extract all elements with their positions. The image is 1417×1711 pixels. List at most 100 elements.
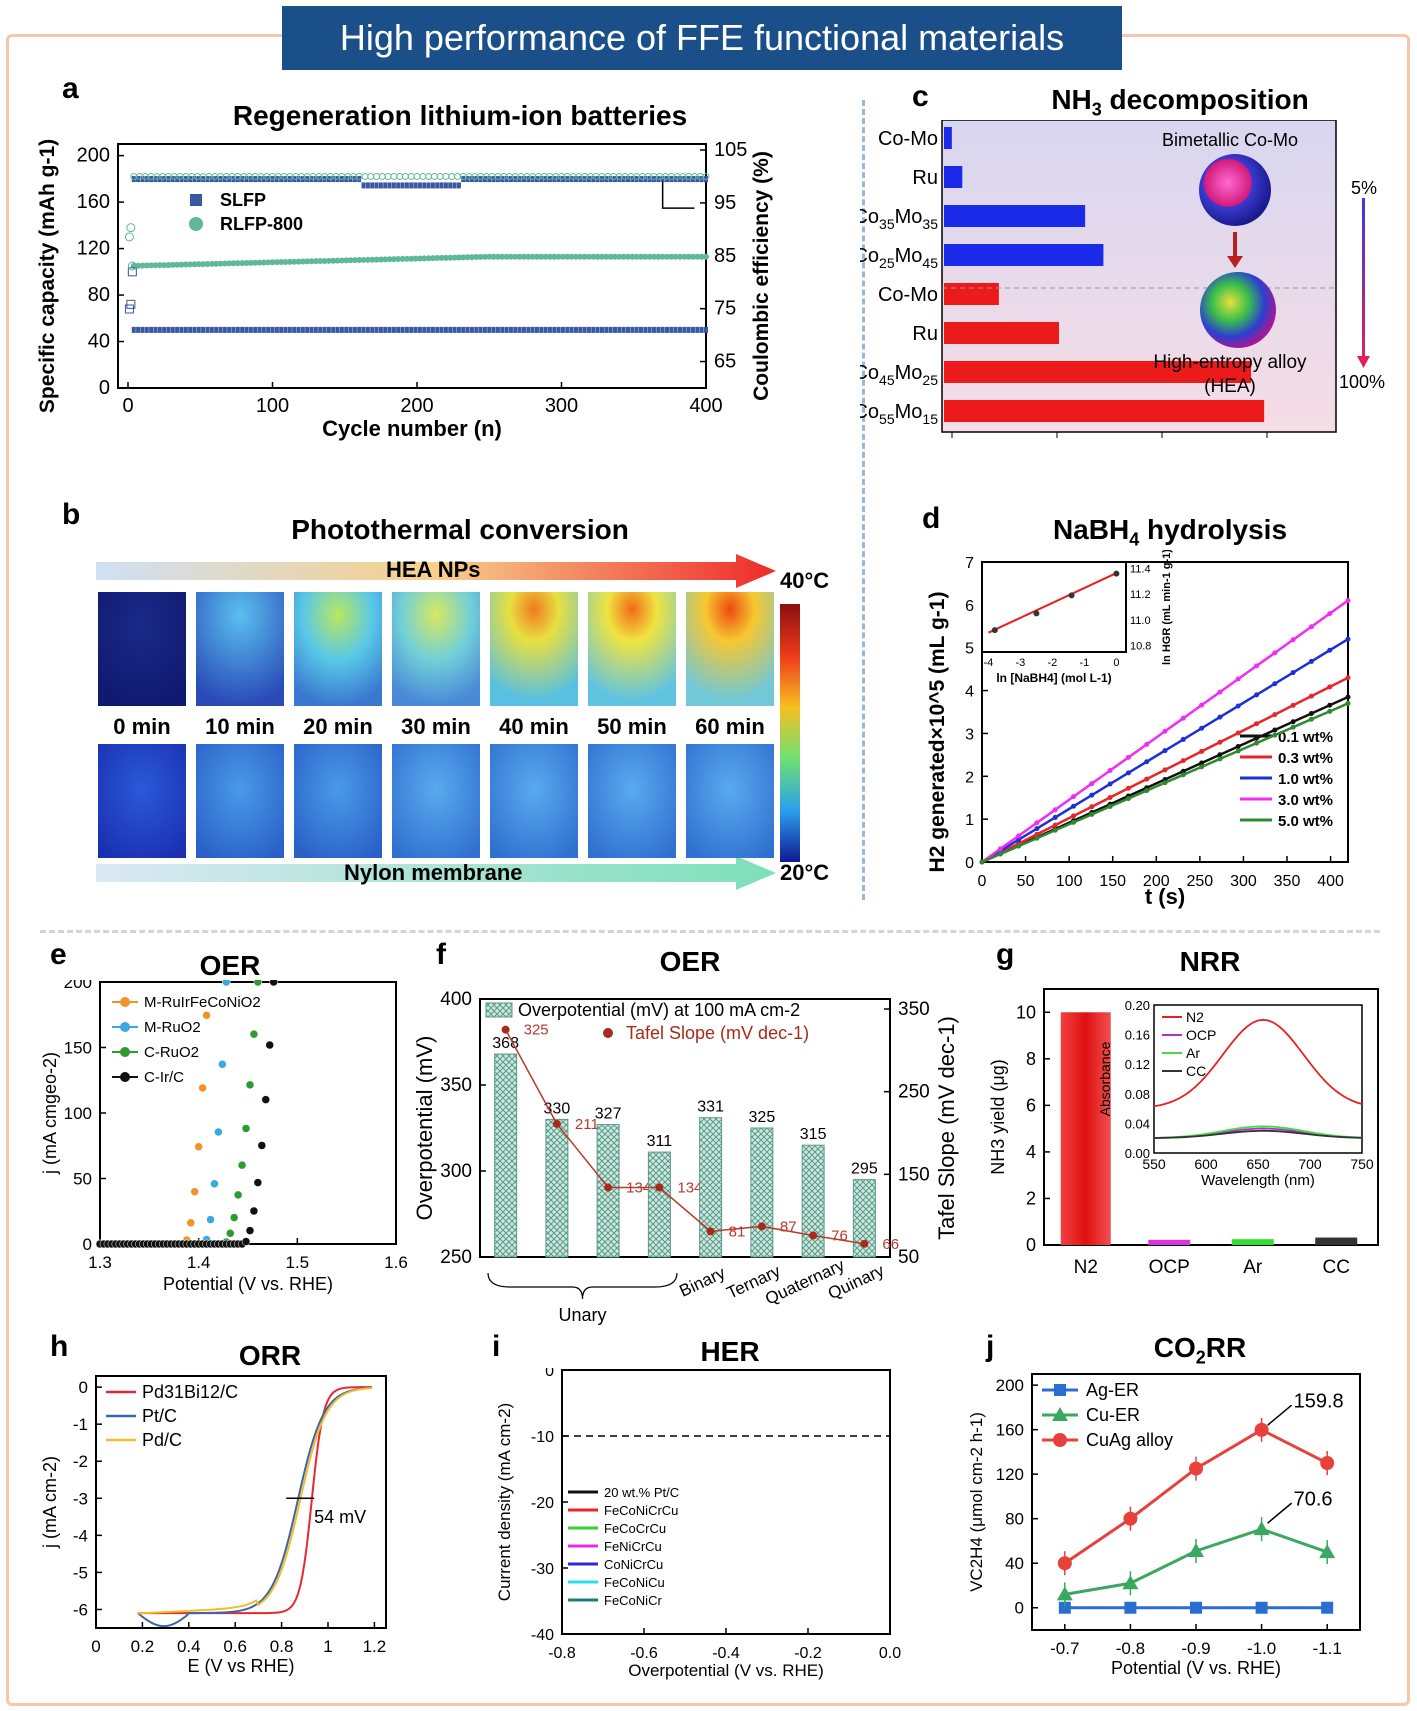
- slfp-capacity-point: [240, 326, 245, 333]
- oer-e-legend-marker: [120, 1047, 130, 1057]
- slfp-capacity-point: [391, 326, 396, 333]
- nabh4-inset-point: [1033, 610, 1040, 617]
- chart-a-ytick-label: 160: [77, 191, 110, 213]
- unary-group-label: Unary: [558, 1305, 606, 1325]
- nh3-category-label: HEA-Co55Mo15: [860, 401, 938, 427]
- slfp-capacity-point: [244, 326, 249, 333]
- oer-f-legend-overpotential: Overpotential (mV) at 100 mA cm-2: [518, 1000, 800, 1020]
- slfp-capacity-point: [443, 326, 448, 333]
- chart-i-ytick-label: -10: [531, 1429, 554, 1446]
- slfp-capacity-point: [283, 326, 288, 333]
- overpotential-label: 325: [749, 1109, 776, 1126]
- chart-f-ylabel: Overpotential (mV): [412, 1036, 437, 1221]
- chart-j-ytick-label: 200: [996, 1376, 1024, 1395]
- oer-e-point: [202, 1011, 211, 1020]
- chart-h-xtick-label: 0.4: [177, 1637, 201, 1656]
- panel-label-c: c: [912, 80, 929, 113]
- chart-h-xtick-label: 0: [91, 1637, 100, 1656]
- legend-label-slfp: SLFP: [220, 190, 266, 210]
- rlfp-capacity-point: [360, 256, 367, 263]
- slfp-capacity-point: [175, 326, 180, 333]
- nrr-inset-xtick: 650: [1246, 1156, 1270, 1172]
- slfp-capacity-point: [435, 326, 440, 333]
- chart-d-xtick-label: 0: [978, 873, 987, 890]
- co2rr-legend-marker: [1054, 1384, 1066, 1396]
- slfp-capacity-point: [565, 326, 570, 333]
- nabh4-series-point: [1071, 819, 1076, 825]
- nabh4-series-point: [1235, 676, 1241, 682]
- nabh4-series-point: [1052, 807, 1058, 813]
- nrr-category-label: Ar: [1243, 1257, 1263, 1278]
- slfp-efficiency-point: [695, 176, 700, 183]
- chart-e-ytick-label: 200: [64, 980, 92, 992]
- tafel-point: [860, 1239, 869, 1248]
- beaker-row-nylon: [98, 744, 774, 858]
- rlfp-capacity-point: [386, 256, 393, 263]
- slfp-efficiency-point: [261, 176, 266, 183]
- slfp-capacity-point: [690, 326, 695, 333]
- nh3-bar: [944, 361, 1252, 383]
- overpotential-bar: [801, 1144, 825, 1258]
- bimetallic-annotation: Bimetallic Co-Mo: [1162, 130, 1298, 150]
- slfp-capacity-point: [309, 326, 314, 333]
- rlfp-capacity-point: [447, 254, 454, 261]
- nabh4-inset-point: [1113, 570, 1120, 577]
- nabh4-series-point: [1235, 730, 1241, 736]
- slfp-capacity-point: [556, 326, 561, 333]
- chart-e-ytick-label: 150: [64, 1039, 92, 1058]
- slfp-capacity-point: [400, 326, 405, 333]
- rlfp-capacity-point: [425, 255, 432, 262]
- time-label-0: 0 min: [113, 714, 170, 739]
- rlfp-capacity-point: [343, 257, 350, 264]
- overpotential-bar: [852, 1179, 876, 1258]
- chart-a-ytick-label: 0: [99, 377, 110, 399]
- chart-c-nh3: Co-Mo Ru HEA-Co35Mo35 HEA-Co25Mo45 Co-Mo Ru HE…: [860, 120, 1385, 438]
- nrr-category-label: CC: [1323, 1257, 1350, 1278]
- rlfp-capacity-point: [317, 258, 324, 265]
- panel-title-i: HER: [700, 1336, 760, 1367]
- slfp-efficiency-point: [413, 182, 418, 189]
- slfp-capacity-point: [426, 326, 431, 333]
- nabh4-series-point: [1290, 670, 1296, 676]
- chart-g-ytick-label: 4: [1026, 1142, 1036, 1162]
- panel-label-a: a: [62, 72, 79, 105]
- oer-e-point: [241, 1124, 251, 1133]
- rlfp-capacity-point: [390, 256, 397, 263]
- nabh4-series-point: [1217, 739, 1223, 745]
- oer-e-point: [257, 1141, 267, 1150]
- nabh4-series-point: [1217, 689, 1223, 695]
- chart-a-y2label: Coulombic efficiency (%): [750, 151, 773, 401]
- chart-d-axes-frame: [981, 561, 1349, 863]
- chart-d-ylabel: H2 generated×10^5 (mL g-1): [926, 592, 949, 873]
- chart-a-right-ytick-label: 65: [714, 351, 736, 373]
- chart-h-ytick-label: -4: [73, 1526, 88, 1545]
- rlfp-capacity-point: [204, 260, 211, 267]
- rlfp-efficiency-point: [378, 172, 386, 180]
- slfp-capacity-point: [192, 326, 197, 333]
- nabh4-inset-ylabel: ln HGR (mL min-1 g-1): [1161, 550, 1173, 665]
- chart-f-right-ytick-label: 250: [898, 1082, 930, 1103]
- chart-i-xtick-label: 0.0: [879, 1645, 901, 1662]
- slfp-capacity-point: [482, 326, 487, 333]
- oer-e-point: [249, 1029, 259, 1039]
- hea-np-label: HEA NPs: [386, 557, 481, 582]
- nabh4-series-point: [1272, 727, 1278, 733]
- peak-arrow-alloy: [1267, 1404, 1293, 1426]
- slfp-capacity-point: [604, 326, 609, 333]
- slfp-capacity-point: [534, 326, 539, 333]
- panel-title-g: NRR: [1179, 946, 1241, 977]
- tafel-label: 211: [575, 1116, 599, 1133]
- nabh4-series-point: [1308, 716, 1314, 722]
- figure-banner: High performance of FFE functional mater…: [282, 6, 1122, 70]
- nh3-category-label: HEA-Co25Mo45: [860, 245, 938, 271]
- overpotential-label: 315: [800, 1126, 827, 1143]
- rlfp-efficiency-point: [419, 172, 427, 180]
- chart-d-xtick-label: 150: [1099, 873, 1126, 890]
- her-legend-label: FeNiCrCu: [604, 1539, 662, 1554]
- slfp-capacity-point: [465, 326, 470, 333]
- slfp-capacity-point: [413, 326, 418, 333]
- oer-e-point: [222, 980, 231, 987]
- nabh4-inset-xtick: 0: [1113, 657, 1119, 669]
- rlfp-capacity-point: [572, 253, 579, 260]
